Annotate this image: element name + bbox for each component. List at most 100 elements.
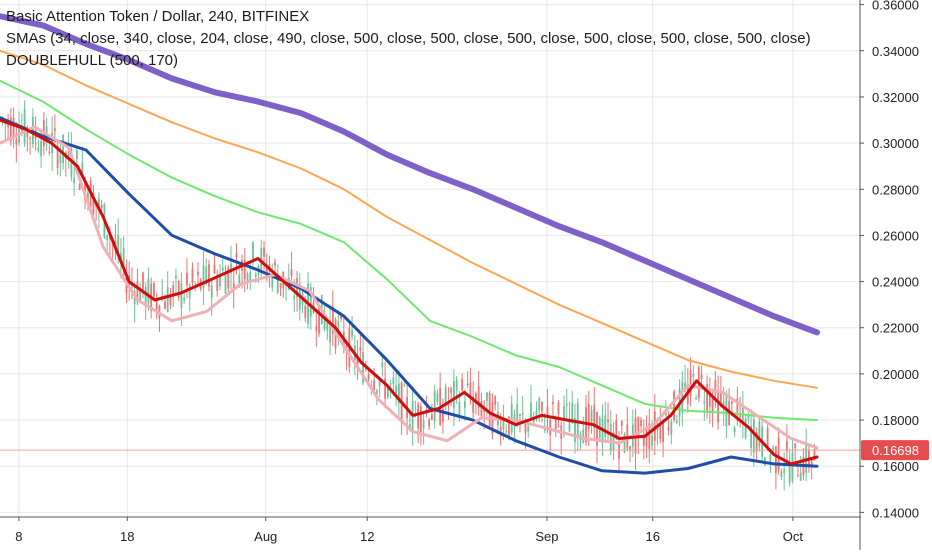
doublehull-legend-entry[interactable]: DOUBLEHULL (500, 170) [6,52,179,69]
candle-body [224,273,227,294]
candle-body [466,383,469,386]
candle-body [730,401,733,405]
candle-body [235,253,238,258]
x-tick-label: Oct [783,529,804,544]
candle-body [75,150,78,160]
candle-body [653,411,656,441]
candle-body [521,413,524,415]
candle-body [574,418,576,442]
candle-body [609,423,612,451]
candle-body [122,247,125,267]
x-tick-label: 8 [15,529,22,544]
x-tick-label: Aug [254,529,277,544]
candle-body [18,129,20,143]
candle-body [604,415,607,438]
candle-body [433,391,436,421]
candle-body [271,271,274,288]
candle-body [100,204,103,209]
candle-body [417,404,420,429]
candle-body [216,278,219,292]
last-price-badge [861,440,929,461]
candle-body [483,408,486,413]
candle-body [263,247,265,257]
candle-body [210,285,213,298]
candle-body [274,262,276,266]
candle-body [403,385,406,387]
candle-body [436,393,439,403]
candle-body [706,384,708,412]
x-tick-label: 12 [360,529,374,544]
candle-body [15,139,18,145]
candle-body [147,278,150,304]
candle-body [788,463,791,483]
candle-body [331,306,334,334]
candle-body [37,147,40,152]
y-tick-label: 0.16000 [872,459,919,474]
series-line-5 [0,125,819,450]
candle-body [480,400,483,417]
candle-body [337,320,340,332]
candle-body [175,275,177,279]
candle-body [177,281,180,298]
candle-body [120,252,122,262]
candle-body [40,141,43,157]
candle-body [620,421,623,426]
candle-body [508,416,510,437]
candle-body [813,448,816,461]
candle-body [260,248,263,270]
candle-body [166,287,169,313]
candle-body [378,378,381,386]
candle-body [524,420,527,433]
candle-body [568,420,571,432]
candle-body [786,441,788,452]
candle-body [739,414,742,418]
candle-body [593,404,596,429]
candle-body [488,393,491,427]
candle-body [780,471,783,478]
candle-body [725,396,728,427]
candle-body [450,388,453,393]
candle-body [329,320,331,343]
candle-body [505,430,508,432]
candle-body [197,271,199,276]
candle-body [670,421,673,435]
y-tick-label: 0.24000 [872,275,919,290]
x-tick-label: 18 [120,529,134,544]
candle-body [557,402,560,414]
candle-body [191,268,194,284]
candle-body [419,406,422,434]
candle-body [623,433,626,453]
series-line-4 [0,116,819,475]
candle-body [326,321,329,331]
candle-body [722,401,725,410]
chart-legend: Basic Attention Token / Dollar, 240, BIT… [6,6,811,72]
candle-body [29,137,31,139]
candle-body [381,362,384,368]
candle-body [59,155,62,163]
y-tick-label: 0.26000 [872,228,919,243]
candle-body [530,402,532,419]
candle-body [615,420,618,439]
candle-body [188,285,191,299]
candle-body [384,378,387,399]
candle-body [477,386,480,408]
candle-body [73,177,76,184]
candle-body [186,272,188,286]
candle-body [766,427,769,448]
candle-body [290,269,293,277]
candle-body [563,406,565,421]
sma-legend-entry[interactable]: SMAs (34, close, 340, close, 204, close,… [6,30,811,47]
candle-body [794,443,797,449]
candle-body [538,398,541,411]
candle-body [221,267,224,271]
candle-body [554,419,557,430]
candle-body [202,265,205,288]
candle-body [408,423,411,429]
x-tick-label: 16 [646,529,660,544]
candle-body [243,260,246,280]
symbol-title[interactable]: Basic Attention Token / Dollar, 240, BIT… [6,8,310,25]
candle-body [527,426,530,432]
candle-body [769,454,772,462]
